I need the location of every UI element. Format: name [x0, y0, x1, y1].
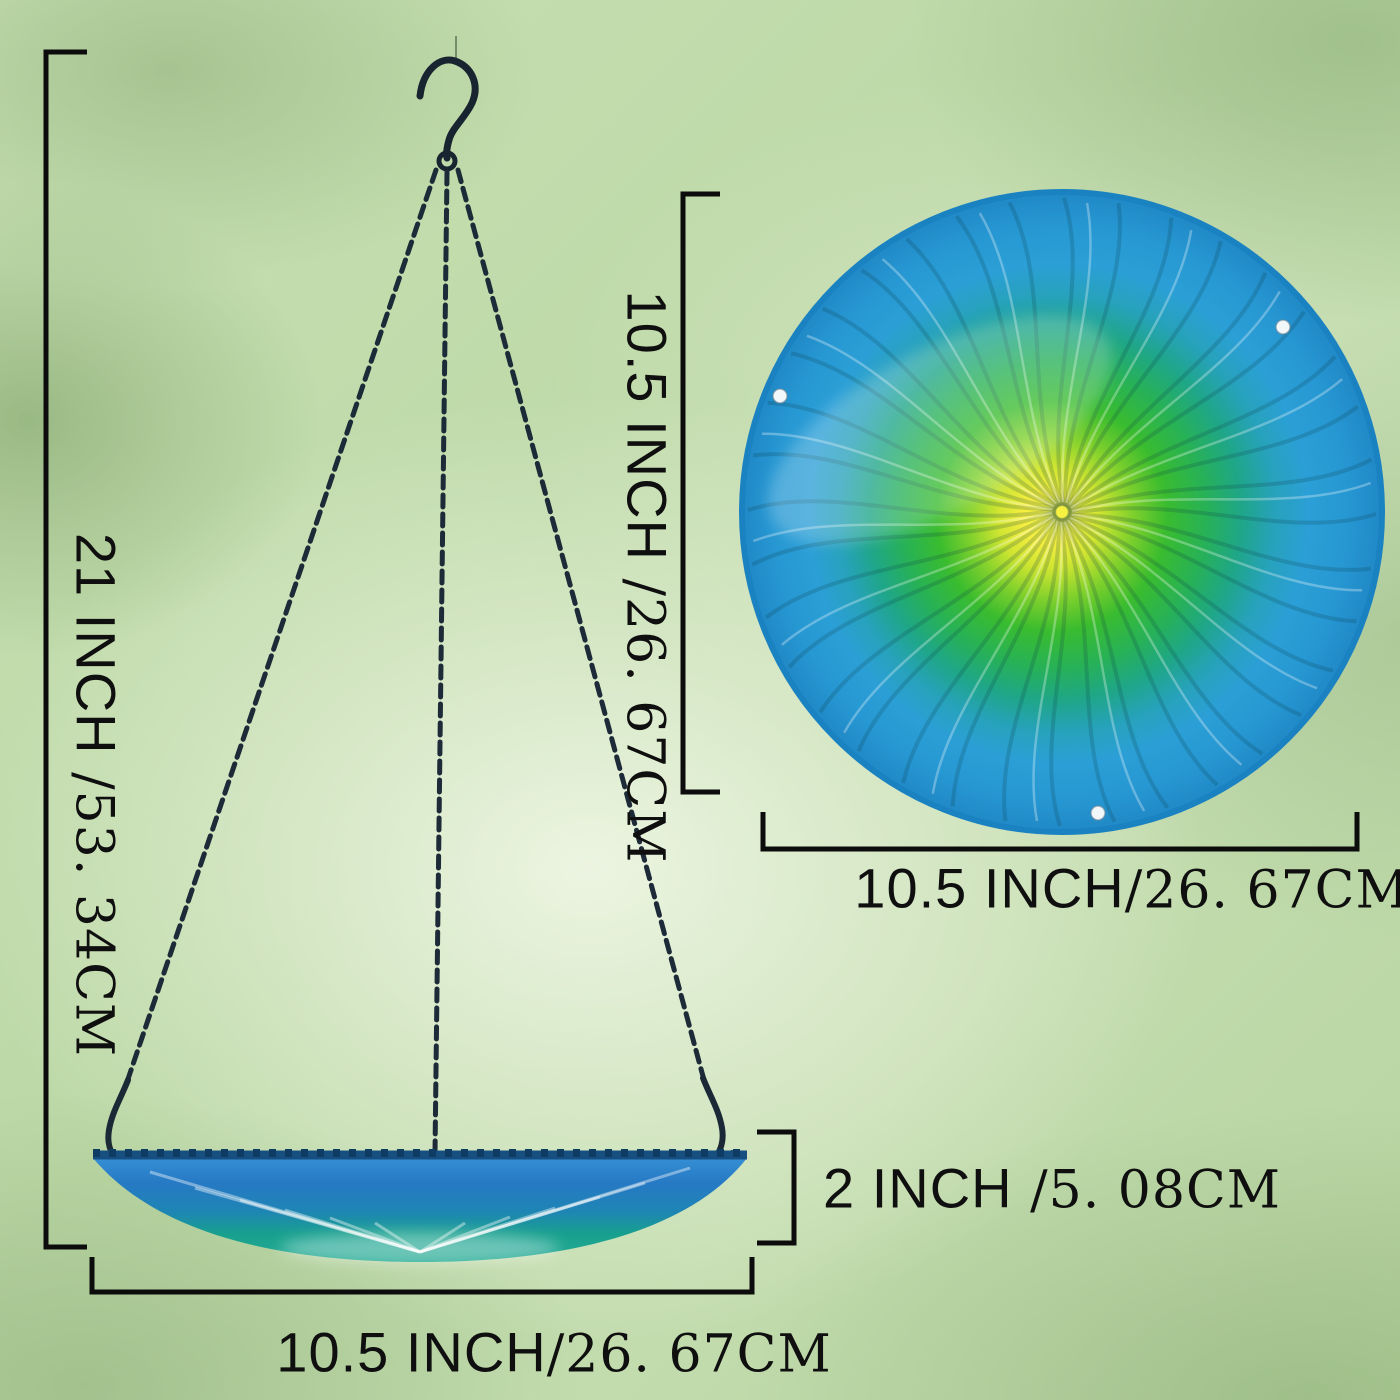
- plate-width-cm: /26. 67CM: [1124, 860, 1400, 921]
- bowl-bottom-glow: [280, 1232, 560, 1264]
- dimension-label-bowl-width: 10.5 INCH/26. 67CM: [276, 1320, 831, 1385]
- glass-bowl-side-view: [93, 1149, 747, 1264]
- overall-height-inch: 21 INCH: [64, 532, 128, 755]
- hanging-chain-left: [124, 167, 439, 1085]
- bowl-width-inch: 10.5 INCH: [276, 1320, 547, 1384]
- s-hook-icon: [416, 56, 479, 162]
- plate-height-inch: 10.5 INCH: [615, 290, 679, 561]
- hanging-chain-center: [432, 169, 450, 1155]
- glass-plate-top-view: [739, 189, 1385, 835]
- hanging-chain-right: [455, 167, 707, 1083]
- bowl-depth-cm: /5. 08CM: [1012, 1160, 1281, 1221]
- plate-hanger-hole: [1090, 805, 1106, 821]
- plate-width-inch: 10.5 INCH: [854, 856, 1125, 920]
- bowl-depth-inch: 2 INCH: [823, 1156, 1013, 1220]
- bracket-bowl-depth: [757, 1129, 797, 1246]
- plate-hanger-hole: [772, 388, 788, 404]
- bracket-plate-width: [760, 812, 1360, 852]
- dimension-lines: [43, 49, 1360, 1295]
- bracket-overall-height: [43, 49, 87, 1250]
- plate-height-cm: /26. 67CM: [614, 560, 675, 864]
- chain-ring: [436, 150, 458, 172]
- plate-glare: [768, 316, 1112, 544]
- dimension-label-plate-width: 10.5 INCH/26. 67CM: [854, 856, 1400, 921]
- hanging-assembly-side-view: [93, 36, 747, 1264]
- bracket-plate-height: [680, 191, 720, 795]
- bracket-bowl-width: [89, 1257, 755, 1295]
- bowl-streaks: [149, 1166, 691, 1254]
- dimension-label-plate-height: 10.5 INCH /26. 67CM: [615, 291, 680, 864]
- plate-hanger-hole: [1275, 319, 1291, 335]
- overall-height-cm: /53. 34CM: [63, 754, 124, 1058]
- bowl-width-cm: /26. 67CM: [546, 1324, 832, 1385]
- dimension-label-overall-height: 21 INCH /53. 34CM: [64, 533, 129, 1057]
- dimension-label-bowl-depth: 2 INCH /5. 08CM: [823, 1156, 1281, 1221]
